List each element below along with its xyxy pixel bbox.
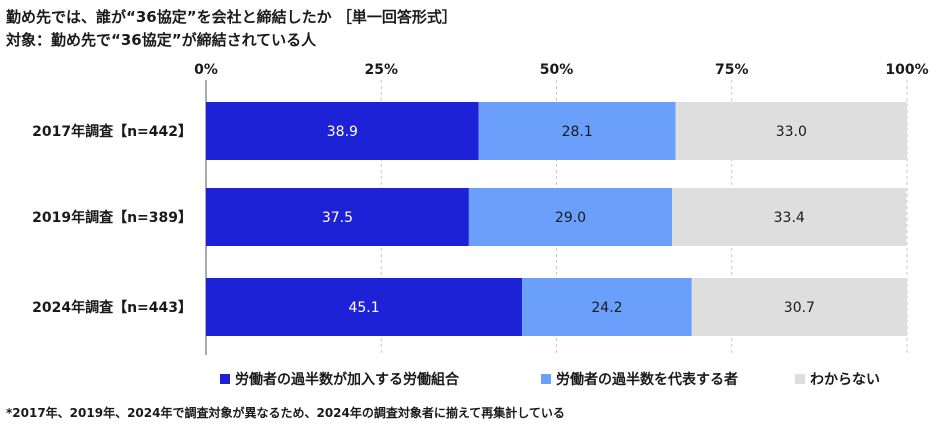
legend-item-unknown: わからない <box>795 369 880 389</box>
bar-segment <box>522 278 692 336</box>
bar-segment <box>206 278 523 336</box>
data-label: 28.1 <box>562 124 593 140</box>
data-label: 29.0 <box>555 210 586 226</box>
legend-item-representative: 労働者の過半数を代表する者 <box>541 369 738 389</box>
footnote: *2017年、2019年、2024年で調査対象が異なるため、2024年の調査対象… <box>6 406 565 420</box>
data-label: 24.2 <box>591 300 622 316</box>
bar-segment <box>206 188 469 246</box>
data-label: 33.4 <box>774 210 805 226</box>
x-tick-label: 0% <box>194 62 218 78</box>
legend-label-union: 労働者の過半数が加入する労働組合 <box>235 372 459 388</box>
bar-segment <box>675 102 907 160</box>
bar-segment <box>206 102 479 160</box>
data-label: 38.9 <box>327 124 358 140</box>
bar-segment <box>672 188 907 246</box>
chart-legend: 労働者の過半数が加入する労働組合 労働者の過半数を代表する者 わからない <box>0 369 940 389</box>
data-label: 37.5 <box>322 210 353 226</box>
x-tick-label: 25% <box>364 62 398 78</box>
x-tick-label: 100% <box>885 62 928 78</box>
legend-swatch-unknown <box>795 374 805 384</box>
x-tick-label: 75% <box>715 62 749 78</box>
legend-label-unknown: わからない <box>810 372 880 388</box>
chart-subtitle: 対象：勤め先で“36協定”が締結されている人 <box>6 31 317 49</box>
data-label: 30.7 <box>784 300 815 316</box>
legend-swatch-representative <box>541 374 551 384</box>
category-label: 2024年調査【n=443】 <box>32 299 192 316</box>
bar-segment <box>691 278 907 336</box>
legend-item-union: 労働者の過半数が加入する労働組合 <box>220 369 459 389</box>
category-label: 2019年調査【n=389】 <box>32 209 192 226</box>
data-label: 33.0 <box>776 124 807 140</box>
legend-swatch-union <box>220 374 230 384</box>
x-tick-label: 50% <box>540 62 574 78</box>
legend-label-representative: 労働者の過半数を代表する者 <box>556 372 738 388</box>
category-label: 2017年調査【n=442】 <box>32 123 192 140</box>
bar-segment <box>478 102 676 160</box>
data-label: 45.1 <box>348 300 379 316</box>
stacked-bar-chart: 0% 25% 50% 75% 100% 2017年調査【n=442】 38.9 28.1 33.… <box>32 62 929 355</box>
chart-title: 勤め先では、誰が“36協定”を会社と締結したか ［単一回答形式］ <box>6 8 457 26</box>
bar-segment <box>468 188 673 246</box>
